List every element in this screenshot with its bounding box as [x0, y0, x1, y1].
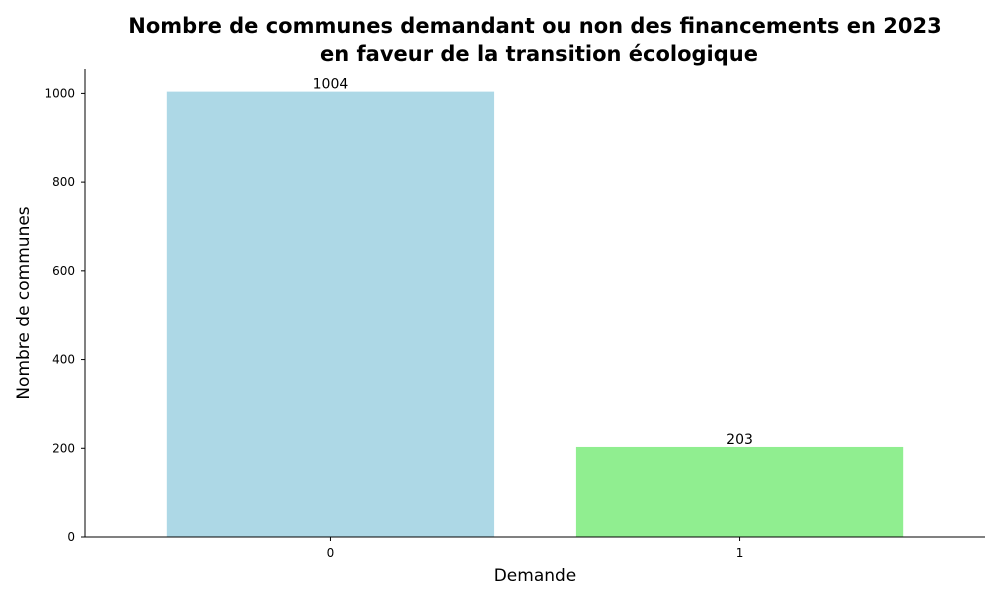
- y-tick-label: 400: [52, 353, 75, 367]
- x-tick-label: 1: [736, 546, 744, 560]
- y-tick-label: 800: [52, 175, 75, 189]
- y-tick-label: 200: [52, 441, 75, 455]
- plot-area: 0 200 400 600 800 1000 1004 0 203 1: [44, 77, 904, 560]
- bar-0: [166, 91, 495, 538]
- x-tick-label: 0: [327, 546, 335, 560]
- bar-1: [575, 446, 904, 537]
- y-tick-label: 1000: [44, 86, 75, 100]
- data-label-0: 1004: [313, 77, 349, 93]
- data-label-1: 203: [726, 432, 753, 448]
- y-tick-label: 0: [67, 530, 75, 544]
- y-axis-label: Nombre de communes: [14, 206, 34, 399]
- chart-title-line-1: Nombre de communes demandant ou non des …: [128, 14, 941, 38]
- y-tick-label: 600: [52, 264, 75, 278]
- chart-title-line-2: en faveur de la transition écologique: [320, 42, 758, 66]
- x-axis-label: Demande: [494, 566, 577, 586]
